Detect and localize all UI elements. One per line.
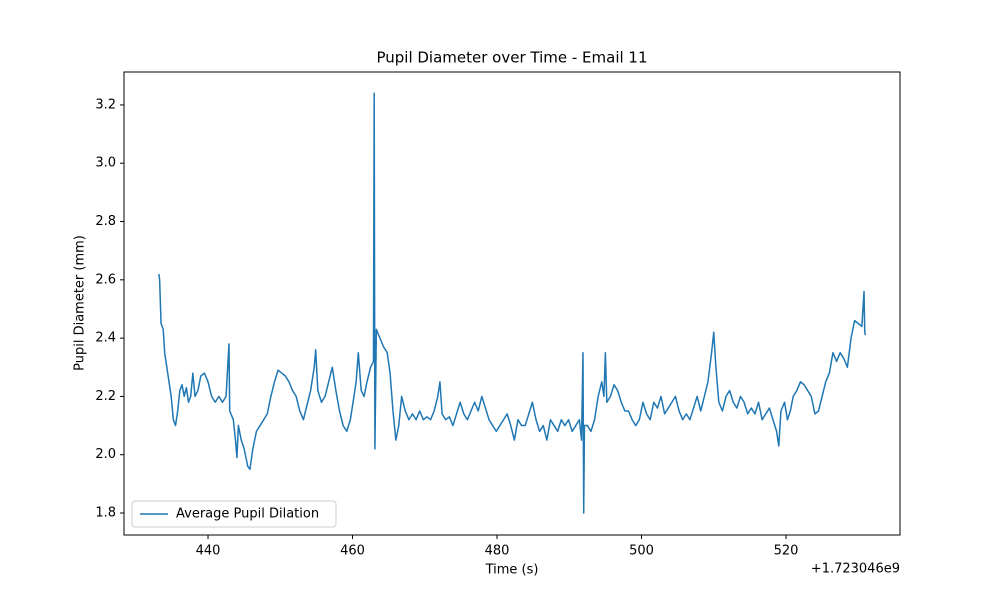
legend-label: Average Pupil Dilation <box>176 507 319 522</box>
y-tick-label: 3.0 <box>95 156 116 171</box>
y-tick-label: 1.8 <box>95 505 116 520</box>
x-tick-label: 520 <box>774 544 799 559</box>
y-tick-label: 2.8 <box>95 214 116 229</box>
x-offset-label: +1.723046e9 <box>811 562 900 577</box>
y-axis-label: Pupil Diameter (mm) <box>73 235 88 371</box>
x-axis-label: Time (s) <box>485 563 539 578</box>
axes-frame <box>123 71 901 536</box>
x-tick-label: 440 <box>196 544 221 559</box>
x-tick-label: 460 <box>340 544 365 559</box>
y-tick-label: 2.4 <box>95 331 116 346</box>
x-tick-label: 500 <box>629 544 654 559</box>
data-line <box>158 92 867 514</box>
y-tick-label: 3.2 <box>95 97 116 112</box>
y-tick-label: 2.2 <box>95 389 116 404</box>
y-tick-label: 2.0 <box>95 447 116 462</box>
chart-title: Pupil Diameter over Time - Email 11 <box>376 49 647 67</box>
y-tick-label: 2.6 <box>95 272 116 287</box>
legend-box <box>131 500 337 528</box>
x-tick-label: 480 <box>485 544 510 559</box>
